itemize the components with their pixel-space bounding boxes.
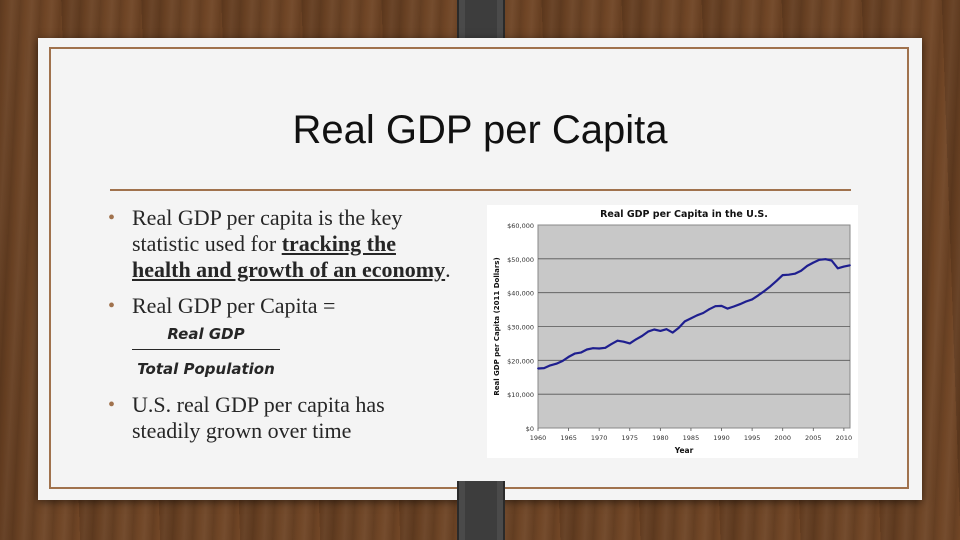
data-point — [677, 326, 680, 329]
data-point — [610, 343, 613, 345]
x-tick-label: 1970 — [591, 434, 608, 442]
y-tick-label: $20,000 — [507, 357, 534, 365]
data-point — [537, 367, 539, 370]
x-tick-label: 2000 — [774, 434, 791, 442]
bullet-list: • Real GDP per capita is the key statist… — [108, 205, 458, 454]
x-axis-label: Year — [674, 446, 694, 455]
chart-svg: $0 $10,000 $20,000 $30,000 $40,000 $50,000 $60… — [493, 209, 853, 455]
x-tick-label: 2010 — [836, 434, 853, 442]
data-point — [671, 331, 674, 334]
bullet-text: Real GDP per Capita = — [132, 293, 336, 318]
data-point — [683, 320, 686, 323]
data-point — [787, 273, 790, 276]
data-point — [543, 367, 546, 370]
data-point — [738, 303, 741, 306]
data-point — [830, 259, 833, 262]
slide-title: Real GDP per Capita — [292, 108, 668, 152]
data-point — [842, 265, 845, 268]
x-tick-label: 1965 — [560, 434, 577, 442]
data-point — [849, 264, 851, 267]
bullet-item: • U.S. real GDP per capita has steadily … — [108, 392, 458, 444]
formula-fraction: Real GDP Total Population — [132, 321, 280, 382]
bullet-text-end: . — [445, 257, 451, 282]
series-line — [537, 258, 851, 370]
data-point — [806, 265, 809, 267]
data-point — [726, 307, 729, 310]
data-point — [745, 300, 747, 303]
bullet-emphasis: tracking the health and growth of an eco… — [132, 231, 446, 282]
data-point — [555, 362, 558, 365]
data-point — [794, 272, 796, 275]
data-point — [622, 340, 625, 343]
data-point — [665, 328, 668, 331]
data-point — [690, 317, 692, 320]
x-tick-label: 1995 — [744, 434, 761, 442]
data-point — [763, 290, 766, 292]
y-tick-label: $10,000 — [507, 391, 534, 399]
data-point — [634, 338, 637, 341]
data-point — [800, 269, 802, 272]
data-point — [549, 364, 552, 367]
chart-title: Real GDP per Capita in the U.S. — [600, 209, 768, 220]
data-point — [824, 258, 827, 261]
data-point — [818, 258, 821, 261]
data-point — [653, 328, 656, 331]
y-tick-label: $50,000 — [507, 256, 534, 264]
title-divider — [110, 189, 851, 191]
data-point — [757, 294, 760, 297]
x-tick-label: 1975 — [621, 434, 638, 442]
data-point — [836, 267, 839, 270]
data-point — [604, 346, 607, 349]
data-point — [641, 335, 643, 337]
data-point — [561, 360, 564, 362]
gdp-chart: $0 $10,000 $20,000 $30,000 $40,000 $50,000 $60… — [487, 205, 858, 458]
x-tick-label: 2005 — [805, 434, 822, 442]
data-point — [579, 351, 582, 354]
data-point — [702, 312, 705, 314]
bullet-dot-icon: • — [108, 295, 116, 317]
y-tick-label: $30,000 — [507, 324, 534, 332]
binder-clip-bottom — [457, 481, 505, 540]
x-tick-label: 1960 — [530, 434, 547, 442]
data-point — [696, 314, 698, 317]
bullet-item: • Real GDP per capita is the key statist… — [108, 205, 458, 283]
bullet-dot-icon: • — [108, 394, 116, 416]
data-point — [714, 305, 717, 308]
x-tick-label: 1985 — [683, 434, 700, 442]
data-point — [628, 342, 631, 345]
data-point — [720, 304, 723, 307]
data-point — [592, 347, 594, 350]
x-tick-label: 1990 — [713, 434, 730, 442]
bullet-text: Real GDP per capita is the key statistic… — [132, 205, 403, 256]
bullet-item: • Real GDP per Capita = Real GDP Total P… — [108, 293, 458, 382]
data-point — [598, 347, 601, 350]
bullet-text: U.S. real GDP per capita has steadily gr… — [132, 392, 385, 443]
data-point — [567, 356, 570, 358]
data-point — [647, 330, 650, 333]
data-point — [775, 279, 778, 282]
bullet-dot-icon: • — [108, 207, 116, 229]
data-point — [659, 329, 662, 332]
fraction-numerator: Real GDP — [132, 321, 280, 350]
y-tick-label: $0 — [526, 425, 534, 433]
fraction-denominator: Total Population — [137, 360, 275, 378]
data-point — [769, 285, 772, 288]
data-point — [708, 308, 711, 311]
data-point — [751, 298, 754, 301]
data-point — [812, 261, 815, 264]
data-point — [616, 339, 619, 342]
y-axis-label: Real GDP per Capita (2011 Dollars) — [493, 257, 501, 395]
y-tick-label: $60,000 — [507, 222, 534, 230]
data-point — [586, 348, 588, 351]
data-point — [781, 274, 784, 276]
data-point — [573, 352, 576, 355]
x-tick-label: 1980 — [652, 434, 669, 442]
data-point — [732, 305, 735, 308]
y-tick-label: $40,000 — [507, 290, 534, 298]
